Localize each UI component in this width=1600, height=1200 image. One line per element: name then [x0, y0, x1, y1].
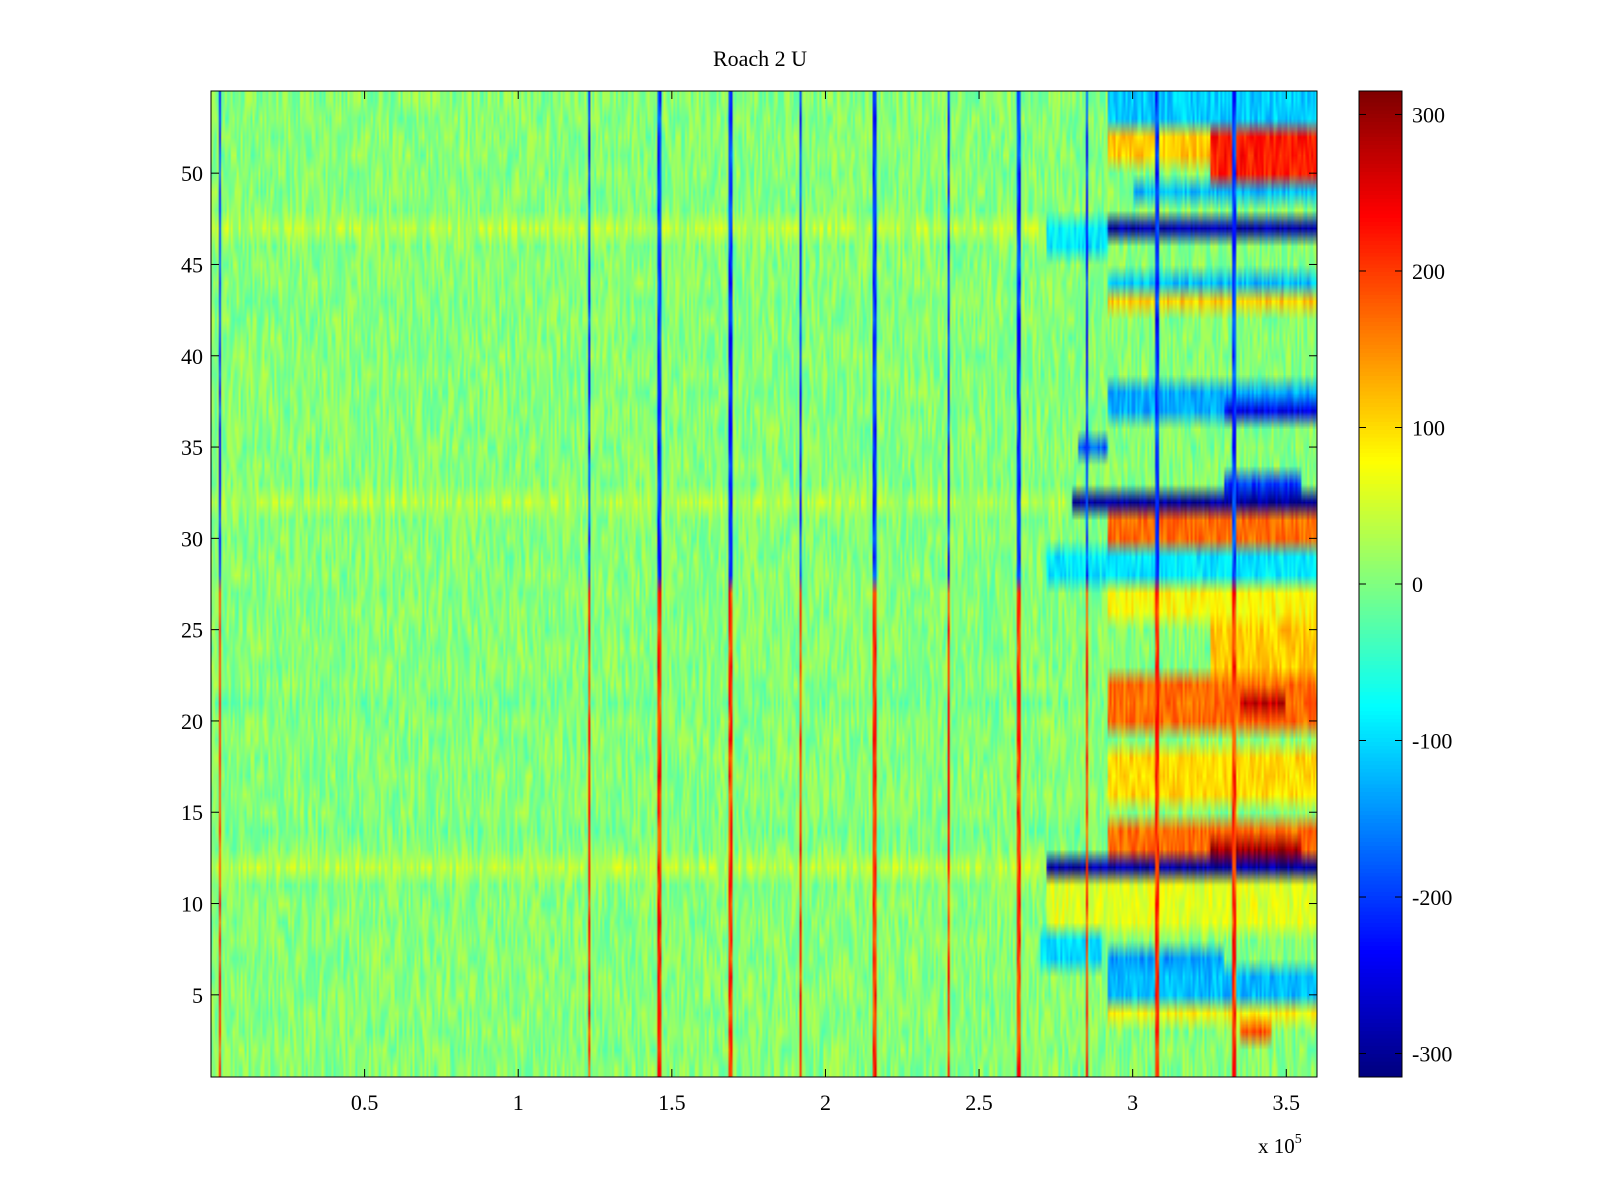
- y-tick-label: 45: [181, 252, 203, 277]
- y-tick-label: 35: [181, 435, 203, 460]
- x-tick-label: 2: [820, 1090, 831, 1115]
- colorbar-ticks: 300 200 100 0 -100 -200 -300: [1359, 102, 1452, 1067]
- y-axis: 5 10 15 20 25 30 35 40 45 50: [181, 161, 1317, 1008]
- x-tick-label: 0.5: [351, 1090, 379, 1115]
- chart-title: Roach 2 U: [713, 46, 807, 71]
- y-tick-label: 5: [192, 983, 203, 1008]
- y-tick-label: 25: [181, 618, 203, 643]
- colorbar-tick-label: -200: [1412, 885, 1452, 910]
- x-tick-label: 1.5: [658, 1090, 686, 1115]
- colorbar-tick-label: -100: [1412, 729, 1452, 754]
- x-tick-label: 3.5: [1273, 1090, 1301, 1115]
- colorbar: 300 200 100 0 -100 -200 -300: [1358, 90, 1452, 1078]
- colorbar-tick-label: 0: [1412, 572, 1423, 597]
- colorbar-tick-label: 200: [1412, 259, 1445, 284]
- y-tick-label: 50: [181, 161, 203, 186]
- x-tick-label: 3: [1127, 1090, 1138, 1115]
- y-tick-label: 40: [181, 344, 203, 369]
- colorbar-tick-label: -300: [1412, 1042, 1452, 1067]
- colorbar-gradient: [1359, 91, 1402, 1077]
- colorbar-tick-label: 100: [1412, 415, 1445, 440]
- y-tick-label: 15: [181, 800, 203, 825]
- plot-frame: [210, 90, 1318, 1078]
- x-tick-label: 2.5: [965, 1090, 993, 1115]
- heatmap-cells: [211, 91, 1317, 1077]
- y-tick-label: 10: [181, 892, 203, 917]
- x-tick-label: 1: [513, 1090, 524, 1115]
- colorbar-tick-label: 300: [1412, 102, 1445, 127]
- y-tick-label: 30: [181, 526, 203, 551]
- x-exponent-label: x 105: [1258, 1132, 1302, 1158]
- y-tick-label: 20: [181, 709, 203, 734]
- x-axis: 0.5 1 1.5 2 2.5 3 3.5: [351, 91, 1300, 1115]
- plot-area: [210, 90, 1318, 1078]
